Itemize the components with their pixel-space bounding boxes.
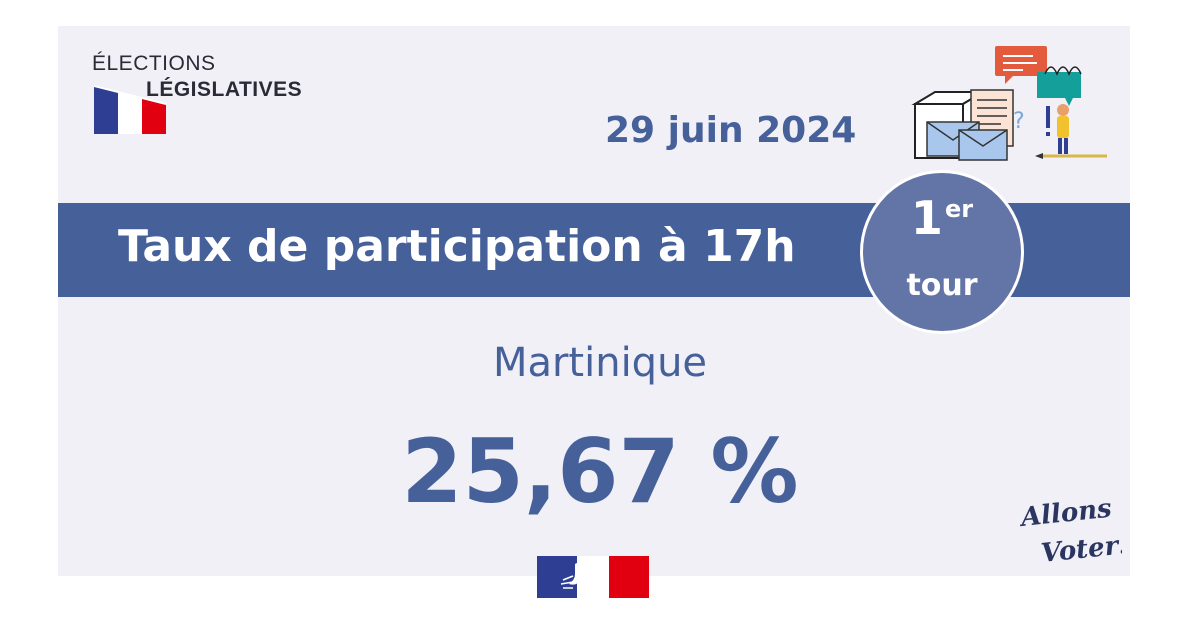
slogan-line1: Allons <box>1018 496 1113 533</box>
logo-line1: ÉLECTIONS <box>92 52 216 75</box>
round-number: 1er <box>863 195 1021 241</box>
slogan-line2: Voter! <box>1040 530 1122 569</box>
round-word: tour <box>906 268 978 303</box>
ballot-box-illustration: ? <box>911 46 1107 161</box>
allons-voter-slogan: Allons Voter! <box>1018 496 1122 569</box>
band-title: Taux de participation à 17h <box>118 221 796 272</box>
region-name: Martinique <box>492 340 708 386</box>
logo-line2: LÉGISLATIVES <box>146 78 303 101</box>
french-flag-icon <box>94 85 167 134</box>
participation-rate: 25,67 % <box>401 420 799 523</box>
election-date: 29 juin 2024 <box>605 110 857 151</box>
marianne-logo-icon <box>537 556 649 598</box>
svg-text:?: ? <box>1013 109 1025 134</box>
round-badge: 1er tour <box>860 170 1024 334</box>
round-digit: 1 <box>910 191 943 245</box>
round-suffix: er <box>944 195 974 223</box>
